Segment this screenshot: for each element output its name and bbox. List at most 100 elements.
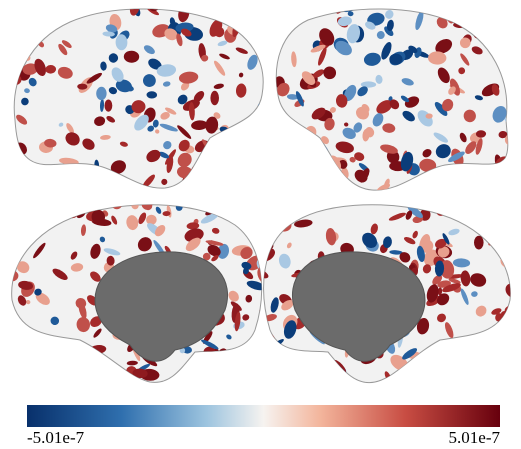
spot (458, 351, 469, 363)
spot (294, 219, 313, 228)
spot (287, 145, 300, 165)
spot (21, 229, 30, 245)
spot (475, 130, 487, 138)
spot (213, 83, 224, 89)
spot (453, 366, 467, 383)
spot (213, 377, 223, 383)
spot (389, 99, 400, 110)
spot (22, 351, 42, 361)
spot (258, 40, 264, 47)
spot (386, 19, 394, 32)
spot (14, 164, 22, 182)
spot (482, 26, 497, 40)
spot (21, 97, 29, 106)
spot (51, 166, 59, 174)
spot (182, 346, 192, 354)
spot (419, 158, 437, 173)
spot (179, 347, 186, 354)
spot (34, 288, 42, 296)
spot (505, 283, 511, 298)
spot (177, 152, 192, 168)
spot (444, 322, 454, 339)
spot (311, 107, 326, 120)
spot (437, 67, 450, 84)
spot (29, 213, 44, 227)
spot (20, 49, 27, 62)
spot (106, 255, 115, 266)
spot (25, 299, 31, 305)
spot (295, 91, 304, 107)
spot (86, 72, 102, 84)
spot (277, 82, 290, 97)
spot (496, 244, 506, 253)
spot (58, 122, 64, 127)
spot (134, 114, 149, 131)
spot (100, 61, 107, 71)
spot (18, 330, 27, 339)
spot (16, 221, 21, 227)
spot (481, 14, 493, 28)
spot (148, 8, 160, 12)
spot (448, 228, 460, 236)
spot (251, 148, 260, 162)
spot (476, 367, 487, 383)
spot (191, 1, 201, 9)
spot (211, 140, 223, 154)
spot (462, 20, 474, 26)
spot (44, 138, 57, 148)
spot (444, 188, 453, 191)
spot (441, 98, 454, 112)
spot (228, 290, 239, 302)
spot (463, 109, 476, 123)
spot (247, 54, 258, 70)
spot (402, 110, 415, 122)
spot (61, 178, 67, 186)
spot (279, 378, 292, 383)
spot (460, 53, 470, 66)
spot (91, 176, 104, 189)
spot (506, 84, 508, 99)
spot (233, 204, 240, 215)
spot (335, 379, 346, 383)
spot (353, 122, 363, 133)
spot (226, 334, 232, 340)
spot (335, 141, 354, 154)
spot (426, 204, 437, 208)
spot (349, 156, 356, 163)
spot (275, 204, 287, 209)
spot (14, 24, 29, 36)
spot (93, 328, 102, 338)
spot (217, 183, 228, 189)
spot (177, 94, 188, 105)
spot (455, 204, 464, 208)
spot (399, 252, 411, 263)
spot (90, 271, 101, 282)
spot (499, 205, 511, 219)
spot (185, 237, 201, 252)
spot (14, 173, 16, 181)
spot (425, 113, 433, 119)
spot (30, 358, 47, 372)
spot (99, 98, 105, 112)
spot (163, 140, 172, 150)
spot (146, 91, 158, 99)
spot (123, 50, 140, 63)
spot (104, 99, 113, 112)
spot (169, 17, 176, 27)
spot (305, 139, 320, 156)
spot (39, 204, 52, 209)
spot (485, 216, 492, 223)
spot (286, 242, 292, 249)
spot (474, 95, 483, 101)
spot (76, 317, 91, 333)
spot (263, 270, 269, 279)
spot (201, 339, 219, 350)
spot (437, 246, 450, 258)
spot (481, 369, 494, 383)
spot (276, 170, 290, 182)
spot (37, 376, 50, 383)
spot (16, 114, 28, 125)
spot (181, 28, 192, 37)
spot (476, 359, 484, 371)
